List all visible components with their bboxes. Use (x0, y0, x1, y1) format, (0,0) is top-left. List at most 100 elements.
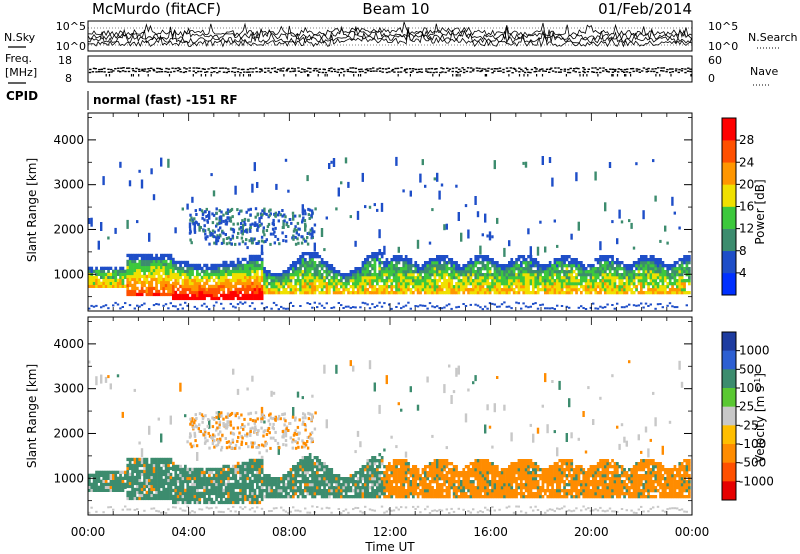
echo-cell (287, 307, 290, 310)
echo-cell (292, 492, 295, 496)
echo-cell (570, 261, 574, 265)
echo-cell (330, 492, 334, 496)
echo-cell (299, 255, 302, 259)
echo-cell (162, 493, 166, 498)
echo-cell (172, 284, 175, 289)
echo-cell (203, 479, 206, 484)
echo-cell (200, 293, 204, 298)
echo-cell (421, 288, 425, 292)
echo-cell (395, 270, 398, 274)
echo-cell (313, 301, 316, 304)
echo-cell (527, 282, 530, 286)
freq-sample (260, 70, 264, 72)
echo-cell (284, 282, 288, 286)
echo-cell (366, 261, 370, 265)
echo-cell (205, 263, 209, 268)
echo-cell (563, 285, 566, 289)
echo-cell (263, 273, 266, 277)
echo-cell (352, 495, 355, 499)
echo-cell (224, 269, 228, 274)
echo-cell (616, 288, 619, 292)
echo-cell (376, 304, 379, 307)
echo-cell (503, 247, 506, 257)
freq-sample (594, 67, 597, 69)
echo-cell (337, 480, 341, 484)
echo-cell (224, 296, 228, 301)
echo-cell (306, 492, 310, 496)
echo-cell (397, 285, 401, 289)
freq-sample (340, 68, 343, 70)
echo-cell (112, 281, 115, 285)
echo-cell (328, 273, 331, 277)
freq-sample (124, 70, 127, 73)
nave-sample (485, 74, 487, 77)
echo-cell (143, 289, 146, 294)
echo-cell (440, 183, 444, 187)
echo-cell (184, 494, 187, 499)
echo-cell (114, 301, 117, 304)
echo-cell (140, 460, 144, 465)
echo-cell (608, 267, 612, 271)
echo-cell (164, 271, 168, 276)
echo-cell (428, 288, 432, 292)
echo-cell (433, 291, 437, 295)
echo-cell (522, 258, 526, 262)
freq-sample (147, 68, 150, 70)
echo-cell (236, 482, 240, 487)
echo-cell (236, 281, 240, 286)
echo-cell (244, 223, 247, 226)
freq-sample (327, 70, 331, 72)
echo-cell (443, 267, 446, 271)
echo-cell (678, 288, 682, 292)
echo-cell (90, 304, 93, 307)
echo-cell (368, 270, 372, 274)
echo-cell (568, 306, 571, 309)
echo-cell (325, 419, 328, 429)
echo-cell (248, 284, 252, 289)
echo-cell (623, 285, 626, 289)
echo-cell (207, 214, 210, 217)
echo-cell (236, 494, 240, 499)
echo-cell (279, 213, 282, 217)
echo-cell (310, 227, 314, 231)
echo-cell (512, 264, 516, 268)
echo-cell (210, 497, 214, 502)
echo-cell (133, 286, 137, 291)
echo-cell (356, 486, 360, 490)
frequency-panel: 18 8 60 0 Freq. [MHz] Nave (5, 52, 778, 86)
echo-cell (318, 489, 322, 493)
freq-sample (451, 67, 455, 70)
echo-cell (419, 173, 422, 183)
echo-cell (618, 276, 622, 280)
echo-cell (200, 485, 204, 490)
echo-cell (301, 492, 305, 496)
echo-cell (188, 296, 192, 301)
echo-cell (383, 245, 386, 255)
echo-cell (368, 255, 372, 259)
echo-cell (258, 470, 262, 475)
echo-cell (580, 267, 583, 271)
echo-cell (318, 465, 322, 469)
echo-cell (347, 276, 350, 280)
echo-cell (102, 284, 106, 288)
echo-cell (517, 270, 521, 274)
echo-cell (474, 264, 478, 268)
echo-cell (258, 257, 262, 262)
echo-cell (281, 231, 284, 235)
echo-cell (438, 279, 442, 283)
freq-sample (127, 67, 131, 69)
echo-cell (464, 285, 468, 289)
echo-cell (155, 493, 158, 498)
echo-cell (354, 291, 358, 295)
echo-cell (172, 497, 175, 502)
echo-cell (462, 267, 466, 271)
echo-cell (131, 259, 134, 264)
echo-cell (167, 265, 170, 270)
echo-cell (196, 479, 199, 484)
echo-cell (119, 473, 122, 477)
echo-cell (666, 241, 669, 245)
freq-sample (88, 71, 92, 74)
echo-cell (251, 222, 254, 226)
echo-cell (167, 472, 170, 477)
freq-sample (381, 68, 385, 70)
